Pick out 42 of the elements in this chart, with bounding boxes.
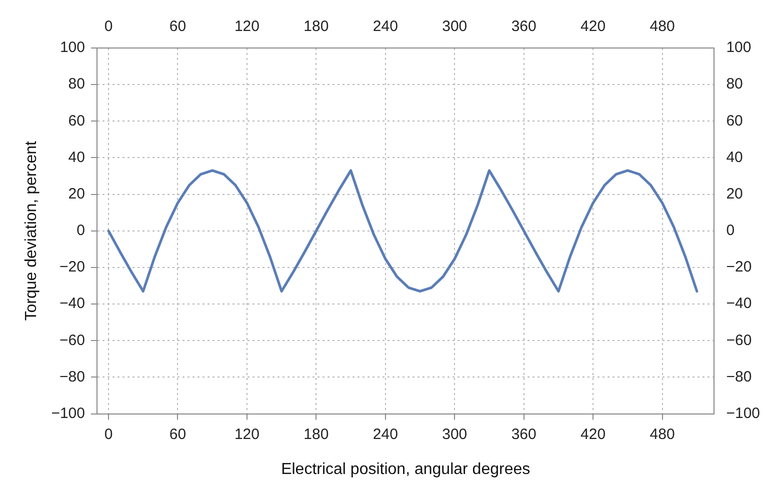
x2-tick-label: 480 <box>650 18 675 36</box>
x-axis-title: Electrical position, angular degrees <box>281 460 530 478</box>
x2-tick-label: 300 <box>442 18 468 36</box>
y-tick-label: −60 <box>60 332 85 349</box>
y-tick-label: 40 <box>68 148 85 166</box>
y2-tick-label: −40 <box>726 295 752 312</box>
y2-tick-label: 80 <box>726 76 743 93</box>
y2-tick-label: −80 <box>726 368 752 386</box>
x2-tick-label: 420 <box>580 18 606 36</box>
y-tick-label: 60 <box>68 112 85 130</box>
x2-tick-label: 180 <box>304 18 329 36</box>
x2-tick-label: 0 <box>104 18 113 36</box>
y-tick-label: −80 <box>60 368 85 386</box>
x-tick-label: 180 <box>304 426 329 443</box>
x-tick-label: 240 <box>372 426 398 443</box>
y-tick-label: −40 <box>60 295 85 312</box>
y2-tick-label: 40 <box>726 148 743 166</box>
x2-tick-label: 120 <box>234 18 260 36</box>
x-tick-label: 0 <box>104 426 113 443</box>
y2-tick-label: 100 <box>726 39 752 56</box>
y-tick-label: 100 <box>60 39 85 56</box>
y2-tick-label: 60 <box>726 112 743 130</box>
y2-tick-label: −60 <box>726 332 752 349</box>
y-tick-label: −100 <box>51 404 85 422</box>
y2-tick-label: −20 <box>726 258 752 276</box>
y2-tick-label: 0 <box>726 222 735 240</box>
x2-tick-label: 60 <box>169 18 186 36</box>
y2-tick-label: −100 <box>726 404 760 422</box>
x2-tick-label: 240 <box>372 18 398 36</box>
x-tick-label: 480 <box>650 426 675 443</box>
y-axis-title: Torque deviation, percent <box>23 140 40 321</box>
x2-tick-label: 360 <box>511 18 536 36</box>
y-tick-label: −20 <box>60 258 85 276</box>
y-tick-label: 0 <box>76 222 85 240</box>
x-tick-label: 360 <box>511 426 536 443</box>
y-tick-label: 80 <box>68 76 85 93</box>
x-tick-label: 420 <box>580 426 606 443</box>
x-tick-label: 300 <box>442 426 468 443</box>
y2-tick-label: 20 <box>726 185 743 202</box>
y-tick-label: 20 <box>68 185 85 202</box>
x-tick-label: 60 <box>169 426 186 443</box>
x-tick-label: 120 <box>234 426 260 443</box>
